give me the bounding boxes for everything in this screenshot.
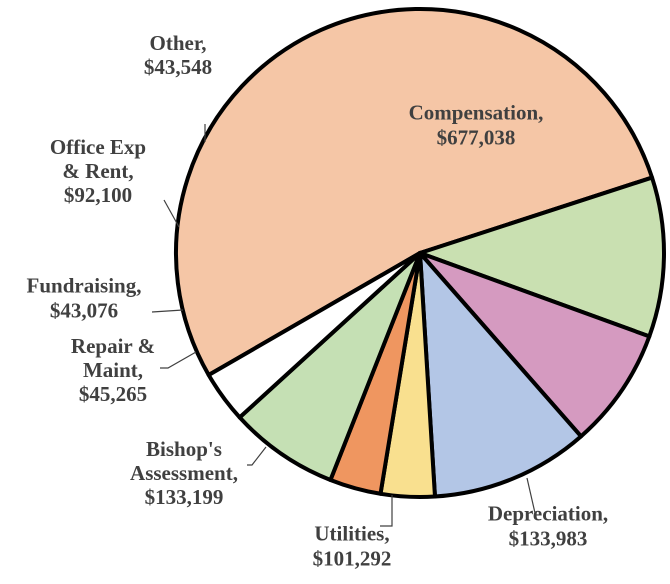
slice-label-line: Bishop's: [146, 437, 222, 461]
slice-label-line: Office Exp: [50, 135, 146, 159]
slice-label-line: & Rent,: [62, 159, 133, 183]
slice-label-line: $133,983: [509, 527, 588, 551]
leader-line-office-exp-rent: [163, 199, 180, 228]
pie-slice-office-exp-rent: [237, 251, 422, 482]
slice-label-line: $677,038: [437, 126, 516, 150]
slice-label-other: Other, $43,548: [144, 31, 212, 79]
leader-lines: [151, 124, 536, 527]
slice-label-line: $43,548: [144, 55, 212, 79]
pie-slice-bishop-s-assessment: [418, 251, 584, 499]
slice-label-line: $43,076: [50, 299, 118, 323]
slice-label-utilities: Utilities, $101,292: [313, 522, 392, 571]
leader-line-utilities: [380, 495, 393, 527]
leader-line-bishop-s-assessment: [247, 446, 267, 466]
slice-label-line: Fundraising,: [27, 274, 142, 298]
slice-label-line: Other,: [150, 31, 207, 55]
slice-label-line: $133,199: [145, 485, 224, 509]
slice-label-depreciation: Depreciation, $133,983: [488, 502, 608, 551]
leader-line-repair-maint: [160, 351, 197, 369]
slice-label-line: Repair &: [71, 334, 155, 358]
slice-label-bishop-s-assessment: Bishop's Assessment, $133,199: [130, 437, 238, 509]
pie-slice-other: [206, 251, 422, 420]
leader-line-fundraising: [151, 309, 184, 313]
slice-label-line: $45,265: [79, 382, 147, 406]
slice-label-line: Utilities,: [314, 522, 389, 546]
slice-label-line: Maint,: [83, 358, 143, 382]
slice-labels: Compensation, $677,038 Depreciation, $133,9…: [27, 31, 609, 571]
slice-label-line: Depreciation,: [488, 502, 608, 526]
slice-label-line: $101,292: [313, 547, 392, 571]
slice-label-repair-maint: Repair & Maint, $45,265: [71, 334, 155, 406]
leader-line-depreciation: [526, 477, 536, 514]
slice-label-fundraising: Fundraising, $43,076: [27, 274, 142, 323]
slice-label-line: $92,100: [64, 183, 132, 207]
pie-slices: [174, 7, 666, 499]
pie-slice-utilities: [418, 251, 652, 439]
slice-label-line: Compensation,: [409, 101, 544, 125]
pie-slice-depreciation: [418, 175, 666, 339]
slice-label-line: Assessment,: [130, 461, 238, 485]
slice-label-office-exp-rent: Office Exp & Rent, $92,100: [50, 135, 146, 207]
pie-slice-compensation: [174, 7, 655, 377]
slice-label-compensation: Compensation, $677,038: [409, 101, 544, 150]
